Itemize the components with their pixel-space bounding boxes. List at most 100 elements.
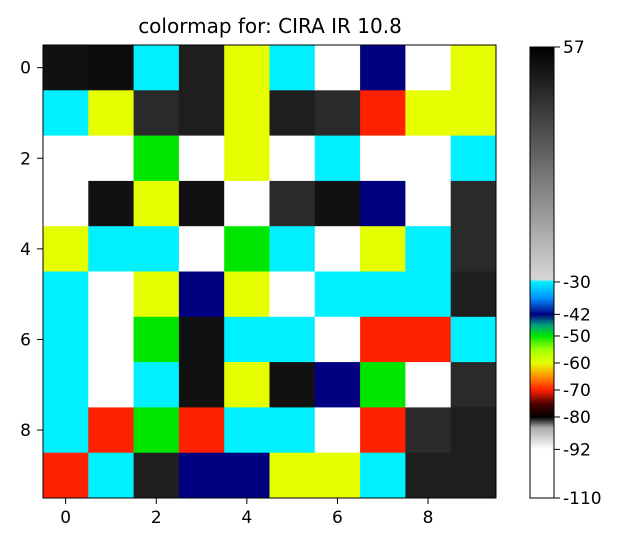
heatmap-cell-r6-c0	[43, 316, 89, 363]
y-tick-label: 2	[20, 149, 31, 169]
heatmap-cell-r2-c8	[405, 135, 452, 182]
heatmap-cell-r2-c1	[88, 135, 134, 182]
heatmap-cell-r8-c1	[88, 407, 134, 454]
heatmap-cell-r4-c3	[178, 226, 225, 272]
heatmap-cell-r5-c6	[314, 271, 361, 318]
heatmap-cell-r9-c5	[269, 452, 316, 499]
heatmap-cell-r5-c9	[450, 271, 497, 318]
heatmap-cell-r2-c5	[269, 135, 316, 182]
plot-frame	[42, 44, 497, 499]
heatmap-cell-r0-c4	[224, 45, 270, 91]
heatmap-cell-r6-c9	[450, 316, 497, 363]
colorbar-tick-label: -42	[563, 305, 591, 325]
chart-title: colormap for: CIRA IR 10.8	[138, 14, 402, 38]
heatmap-cell-r0-c7	[360, 45, 406, 91]
heatmap-cell-r6-c1	[88, 316, 134, 363]
axes: 0 2 4 6 8 0 2 4 6 8	[20, 59, 433, 528]
heatmap-cell-r8-c8	[405, 407, 452, 454]
heatmap-cell-r5-c2	[133, 271, 180, 318]
heatmap-cell-r1-c8	[405, 90, 452, 136]
heatmap-cell-r2-c9	[450, 135, 497, 182]
heatmap-cell-r8-c4	[224, 407, 270, 454]
heatmap-cell-r1-c4	[224, 90, 270, 136]
heatmap-cell-r4-c1	[88, 226, 134, 272]
colorbar-tick-label: -70	[563, 381, 591, 401]
heatmap-cells	[43, 45, 497, 499]
heatmap-cell-r4-c0	[43, 226, 89, 272]
heatmap-cell-r7-c2	[133, 362, 180, 408]
heatmap-cell-r4-c6	[314, 226, 361, 272]
heatmap-cell-r7-c0	[43, 362, 89, 408]
heatmap-cell-r7-c7	[360, 362, 406, 408]
heatmap-cell-r4-c2	[133, 226, 180, 272]
heatmap-cell-r5-c5	[269, 271, 316, 318]
y-tick-label: 4	[20, 240, 31, 260]
heatmap-cell-r3-c7	[360, 180, 406, 227]
heatmap-cell-r1-c1	[88, 90, 134, 136]
heatmap-cell-r0-c8	[405, 45, 452, 91]
x-tick-label: 0	[60, 508, 71, 528]
heatmap-cell-r9-c2	[133, 452, 180, 499]
heatmap-cell-r3-c6	[314, 180, 361, 227]
heatmap-cell-r6-c6	[314, 316, 361, 363]
heatmap-cell-r9-c7	[360, 452, 406, 499]
heatmap-cell-r9-c4	[224, 452, 270, 499]
heatmap-cell-r3-c5	[269, 180, 316, 227]
heatmap-cell-r7-c9	[450, 362, 497, 408]
heatmap-cell-r1-c5	[269, 90, 316, 136]
heatmap-cell-r7-c1	[88, 362, 134, 408]
heatmap-cell-r0-c2	[133, 45, 180, 91]
colorbar-frame	[529, 46, 555, 499]
heatmap-cell-r3-c8	[405, 180, 452, 227]
heatmap-cell-r4-c4	[224, 226, 270, 272]
heatmap-cell-r0-c9	[450, 45, 497, 91]
heatmap-cell-r9-c1	[88, 452, 134, 499]
heatmap-cell-r9-c9	[450, 452, 497, 499]
x-tick-label: 6	[332, 508, 343, 528]
heatmap-cell-r8-c9	[450, 407, 497, 454]
heatmap-cell-r1-c0	[43, 90, 89, 136]
colorbar-tick-label: -50	[563, 327, 591, 347]
heatmap-cell-r8-c2	[133, 407, 180, 454]
heatmap-cell-r3-c2	[133, 180, 180, 227]
heatmap-cell-r9-c8	[405, 452, 452, 499]
heatmap-cell-r5-c1	[88, 271, 134, 318]
colorbar-tick-label: -92	[563, 440, 591, 460]
colorbar-tick-label: -110	[563, 489, 602, 509]
heatmap-cell-r7-c4	[224, 362, 270, 408]
x-tick-label: 4	[241, 508, 252, 528]
heatmap-cell-r6-c3	[178, 316, 225, 363]
heatmap-cell-r0-c5	[269, 45, 316, 91]
colorbar-tick-label: -80	[563, 408, 591, 428]
heatmap-cell-r4-c5	[269, 226, 316, 272]
heatmap-cell-r9-c3	[178, 452, 225, 499]
heatmap-cell-r9-c0	[43, 452, 89, 499]
heatmap-cell-r8-c6	[314, 407, 361, 454]
heatmap-cell-r8-c5	[269, 407, 316, 454]
colorbar-tick-label: 57	[563, 38, 585, 58]
heatmap-cell-r2-c0	[43, 135, 89, 182]
heatmap-cell-r7-c5	[269, 362, 316, 408]
heatmap-cell-r3-c1	[88, 180, 134, 227]
heatmap-cell-r1-c6	[314, 90, 361, 136]
heatmap-cell-r0-c1	[88, 45, 134, 91]
heatmap-cell-r2-c6	[314, 135, 361, 182]
heatmap-cell-r6-c2	[133, 316, 180, 363]
heatmap-cell-r7-c8	[405, 362, 452, 408]
heatmap-cell-r6-c8	[405, 316, 452, 363]
y-tick-label: 6	[20, 330, 31, 350]
y-tick-label: 0	[20, 59, 31, 79]
heatmap-cell-r3-c3	[178, 180, 225, 227]
heatmap-cell-r0-c3	[178, 45, 225, 91]
heatmap-cell-r6-c7	[360, 316, 406, 363]
heatmap-cell-r6-c5	[269, 316, 316, 363]
heatmap-cell-r2-c3	[178, 135, 225, 182]
heatmap-cell-r2-c4	[224, 135, 270, 182]
heatmap-cell-r5-c4	[224, 271, 270, 318]
heatmap-cell-r3-c4	[224, 180, 270, 227]
y-tick-label: 8	[20, 421, 31, 441]
heatmap-cell-r4-c7	[360, 226, 406, 272]
heatmap-cell-r8-c3	[178, 407, 225, 454]
heatmap-cell-r0-c0	[43, 45, 89, 91]
colorbar-tick-label: -60	[563, 354, 591, 374]
